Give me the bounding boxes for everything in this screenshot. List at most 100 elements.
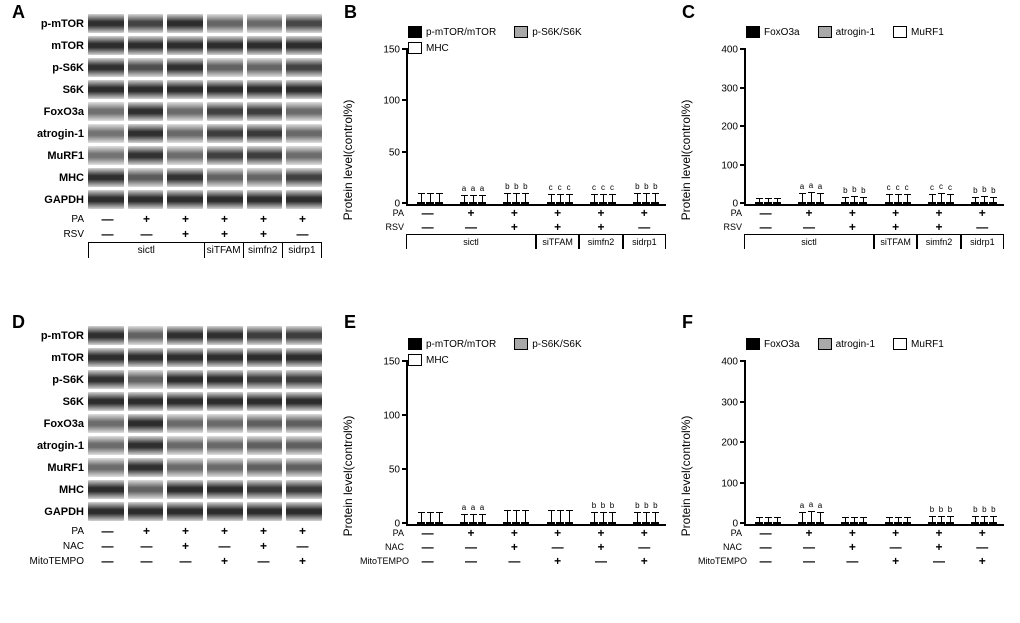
legend-swatch (408, 338, 422, 350)
treatment-mark: + (127, 524, 166, 539)
lanes (88, 414, 322, 433)
x-treatment-label: PA (360, 528, 404, 538)
chart-legend: FoxO3aatrogin-1MuRF1 (746, 26, 966, 38)
blot-band (128, 190, 164, 209)
blot-band (286, 36, 322, 55)
blot-band (88, 14, 124, 33)
bar: c (937, 202, 945, 204)
significance-letter: a (470, 184, 476, 193)
error-bar (464, 514, 465, 523)
significance-letter: a (799, 182, 805, 191)
bar: c (894, 202, 902, 204)
x-treatment-label: RSV (360, 222, 404, 232)
error-cap (929, 194, 936, 195)
error-cap (886, 517, 893, 518)
treatment-mark: — (244, 554, 283, 569)
error-bar (854, 517, 855, 523)
bar (764, 202, 772, 204)
bar-group: aaa (460, 522, 486, 524)
error-bar (898, 517, 899, 523)
x-treatment-cells: ———+—+ (744, 554, 1004, 568)
treatment-row: MitoTEMPO———+—+ (22, 554, 322, 569)
error-bar (603, 512, 604, 523)
blot-band (88, 326, 124, 345)
error-cap (513, 510, 520, 511)
blot-band (167, 102, 203, 121)
x-treatment-mark: + (874, 526, 917, 540)
bar: b (512, 202, 520, 204)
x-treatment-mark: — (874, 540, 917, 554)
x-treatment-label: MitoTEMPO (360, 556, 404, 566)
bar-group: bbb (633, 522, 659, 524)
x-treatment-mark: + (493, 526, 536, 540)
x-treatment-mark: + (917, 526, 960, 540)
blot-band (128, 102, 164, 121)
error-cap (842, 197, 849, 198)
x-group-row: sictlsiTFAMsimfn2sidrp1 (406, 234, 666, 249)
blot-band (167, 414, 203, 433)
blot-band (247, 326, 283, 345)
blot-band (88, 146, 124, 165)
blot-band (167, 436, 203, 455)
blot-band (128, 480, 164, 499)
significance-letter: a (808, 181, 814, 190)
blot-band (207, 14, 243, 33)
treatment-mark: + (244, 227, 283, 242)
error-cap (479, 195, 486, 196)
error-bar (907, 194, 908, 203)
treatment-mark: + (283, 212, 322, 227)
bar (512, 522, 520, 524)
x-treatment-mark: — (579, 554, 622, 568)
treatment-label: PA (22, 526, 88, 537)
treatment-label: NAC (22, 541, 88, 552)
protein-label: S6K (22, 84, 88, 96)
x-treatment-mark: — (623, 220, 666, 234)
error-bar (777, 517, 778, 523)
x-treatment-mark: + (961, 554, 1004, 568)
x-treatment-mark: + (493, 206, 536, 220)
error-bar (950, 194, 951, 203)
error-cap (461, 195, 468, 196)
blot-band (207, 480, 243, 499)
legend-item: p-S6K/S6K (514, 338, 581, 350)
protein-label: MuRF1 (22, 462, 88, 474)
bar (417, 522, 425, 524)
significance-letter: b (600, 501, 606, 510)
error-bar (439, 512, 440, 523)
y-tick (402, 151, 408, 153)
significance-letter: c (557, 183, 563, 192)
blot-band (247, 190, 283, 209)
significance-letter: c (904, 183, 910, 192)
error-bar (820, 512, 821, 523)
error-bar (637, 512, 638, 523)
blot-band (247, 502, 283, 521)
x-treatment-mark: — (831, 554, 874, 568)
y-tick (740, 441, 746, 443)
blot-band (286, 326, 322, 345)
blot-band (167, 36, 203, 55)
significance-letter: b (981, 505, 987, 514)
bar-group (547, 522, 573, 524)
legend-item: p-mTOR/mTOR (408, 338, 496, 350)
error-cap (427, 512, 434, 513)
blot-band (167, 80, 203, 99)
significance-letter: b (634, 501, 640, 510)
y-tick (740, 87, 746, 89)
error-bar (777, 198, 778, 203)
legend-text: FoxO3a (764, 339, 800, 350)
plot-area: 050100150aaabbbccccccbbb (406, 50, 666, 206)
x-treatment-mark: + (787, 526, 830, 540)
bar: a (816, 202, 824, 204)
blot-band (247, 458, 283, 477)
x-treatment-mark: — (917, 554, 960, 568)
treatment-mark: + (166, 539, 205, 554)
blot-band (286, 348, 322, 367)
x-treatment-cells: ——+++— (744, 220, 1004, 234)
blot-band (88, 190, 124, 209)
bar-group (417, 202, 443, 204)
error-bar (889, 194, 890, 203)
error-bar (525, 510, 526, 523)
blot-band (207, 58, 243, 77)
error-cap (799, 193, 806, 194)
significance-letter: a (799, 501, 805, 510)
